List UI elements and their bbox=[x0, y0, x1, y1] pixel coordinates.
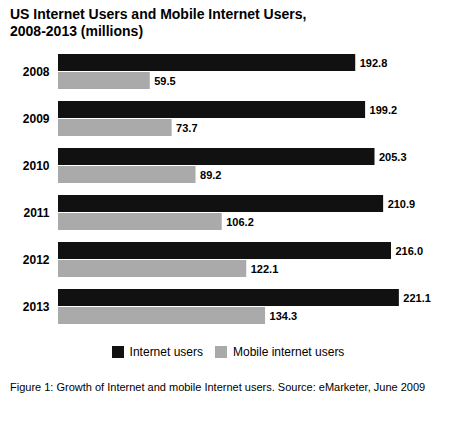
svg-text:122.1: 122.1 bbox=[251, 262, 279, 274]
html-text:US Internet Users and Mobile I: US Internet Users and Mobile Internet Us… bbox=[10, 6, 307, 39]
svg-text:89.2: 89.2 bbox=[200, 168, 221, 180]
svg-text:59.5: 59.5 bbox=[154, 74, 175, 86]
svg-text:2009: 2009 bbox=[23, 111, 50, 125]
html-text:Mobile internet users: Mobile internet users bbox=[233, 345, 345, 360]
svg-text:205.3: 205.3 bbox=[379, 150, 407, 162]
svg-text:2008: 2008 bbox=[23, 64, 50, 78]
svg-text:2013: 2013 bbox=[23, 299, 50, 313]
svg-text:2010: 2010 bbox=[23, 158, 50, 172]
svg-text:216.0: 216.0 bbox=[396, 244, 424, 256]
svg-text:2012: 2012 bbox=[23, 252, 50, 266]
svg-text:73.7: 73.7 bbox=[176, 121, 197, 133]
svg-text:2011: 2011 bbox=[23, 205, 49, 219]
svg-text:134.3: 134.3 bbox=[270, 309, 298, 321]
svg-text:199.2: 199.2 bbox=[370, 103, 398, 115]
svg-text:210.9: 210.9 bbox=[388, 197, 416, 209]
svg-text:106.2: 106.2 bbox=[226, 215, 254, 227]
html-text:Internet users: Internet users bbox=[129, 345, 203, 360]
svg-text:221.1: 221.1 bbox=[403, 291, 431, 303]
html-text:Figure 1: Growth of Internet a: Figure 1: Growth of Internet and mobile … bbox=[10, 380, 426, 393]
svg-text:192.8: 192.8 bbox=[360, 56, 388, 68]
